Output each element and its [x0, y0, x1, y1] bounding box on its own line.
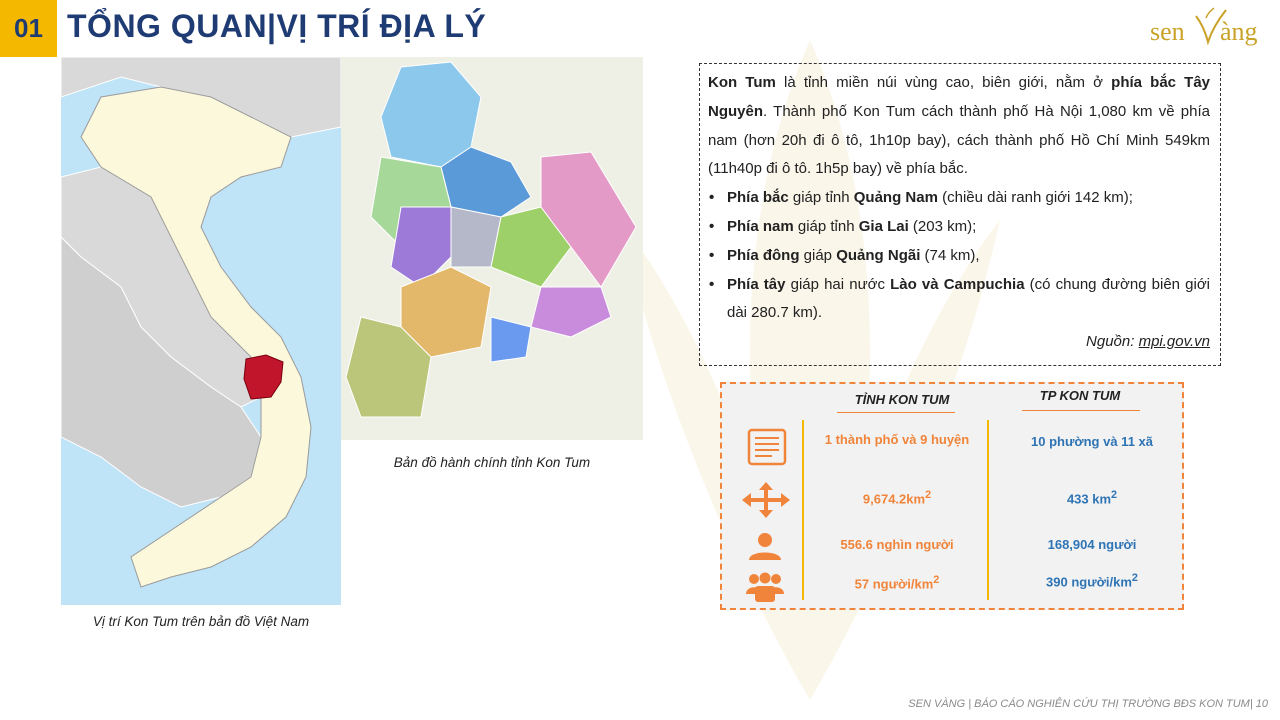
- col-header-province: TỈNH KON TUM: [854, 392, 950, 407]
- divider: [987, 420, 989, 600]
- source-line: Nguồn: mpi.gov.vn: [1086, 333, 1210, 351]
- province-population: 556.6 nghìn người: [840, 537, 954, 552]
- col-header-underline: [1022, 410, 1140, 411]
- intro-textbox: Kon Tum là tỉnh miền núi vùng cao, biên …: [699, 63, 1221, 366]
- col-header-underline: [837, 412, 955, 413]
- border-item-south: Phía nam giáp tỉnh Gia Lai (203 km);: [708, 213, 1210, 242]
- vietnam-map: [61, 57, 341, 605]
- col-header-city: TP KON TUM: [1039, 388, 1121, 403]
- stats-table: TỈNH KON TUM TP KON TUM 1 thành phố và 9…: [720, 382, 1184, 610]
- people-group-icon: [746, 572, 784, 602]
- vietnam-map-caption: Vị trí Kon Tum trên bản đồ Việt Nam: [92, 614, 310, 629]
- border-item-north: Phía bắc giáp tỉnh Quảng Nam (chiều dài …: [708, 184, 1210, 213]
- border-item-west: Phía tây giáp hai nước Lào và Campuchia …: [708, 271, 1210, 329]
- document-icon: [747, 428, 787, 466]
- area-arrows-icon: [742, 482, 790, 518]
- intro-paragraph: Kon Tum là tỉnh miền núi vùng cao, biên …: [708, 74, 1211, 178]
- sen-vang-logo: sen àng: [1150, 7, 1258, 46]
- province-admin-units: 1 thành phố và 9 huyện: [824, 432, 970, 447]
- svg-text:àng: àng: [1220, 17, 1258, 46]
- province-density: 57 người/km2: [854, 574, 940, 592]
- source-link[interactable]: mpi.gov.vn: [1138, 333, 1210, 351]
- footer: SEN VÀNG | BÁO CÁO NGHIÊN CỨU THỊ TRƯỜNG…: [908, 698, 1268, 710]
- person-icon: [749, 533, 781, 560]
- border-item-east: Phía đông giáp Quảng Ngãi (74 km),: [708, 242, 1210, 271]
- kon-tum-admin-map: [341, 57, 643, 440]
- province-area: 9,674.2km2: [862, 489, 932, 507]
- section-number: 01: [0, 0, 57, 57]
- city-admin-units: 10 phường và 11 xã: [1031, 434, 1153, 449]
- city-density: 390 người/km2: [1046, 572, 1138, 590]
- city-population: 168,904 người: [1047, 537, 1137, 552]
- svg-text:sen: sen: [1150, 17, 1185, 46]
- page-title: TỔNG QUAN|VỊ TRÍ ĐỊA LÝ: [67, 8, 487, 44]
- border-list: Phía bắc giáp tỉnh Quảng Nam (chiều dài …: [708, 184, 1210, 328]
- province-map-caption: Bản đồ hành chính tỉnh Kon Tum: [393, 455, 591, 470]
- divider: [802, 420, 804, 600]
- city-area: 433 km2: [1066, 489, 1118, 507]
